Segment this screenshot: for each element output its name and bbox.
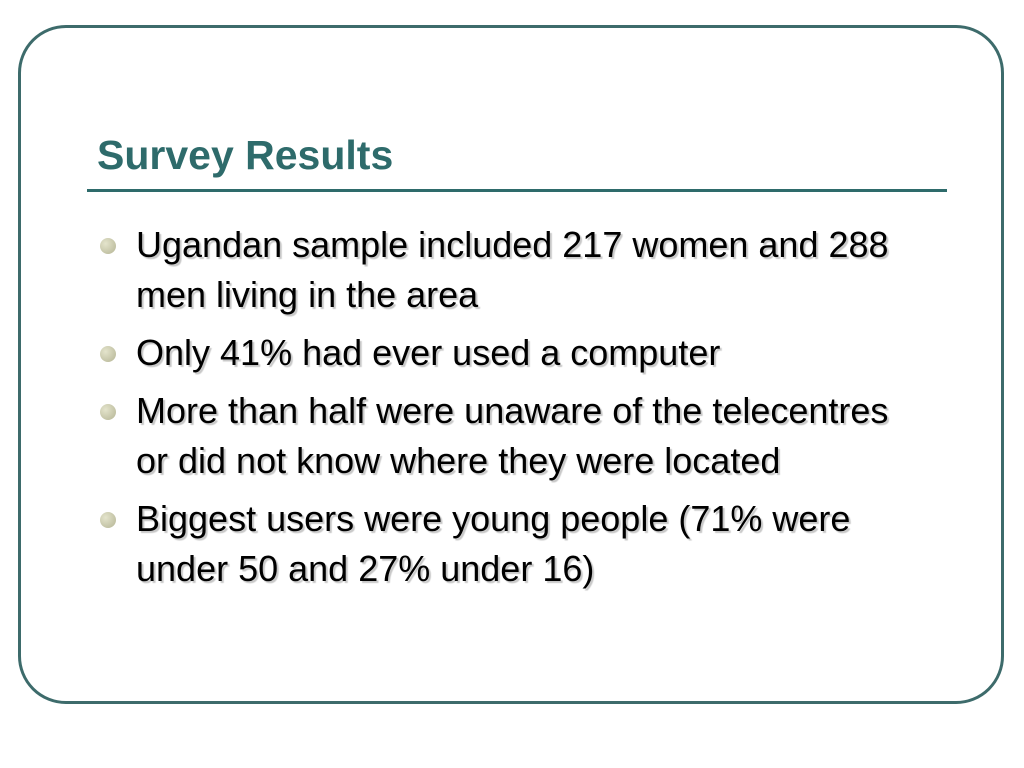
bullet-text: Only 41% had ever used a computer [136, 332, 721, 373]
bullet-list: Ugandan sample included 217 women and 28… [98, 220, 918, 602]
bullet-dot [100, 404, 116, 420]
bullet-dot [100, 346, 116, 362]
slide-frame [18, 25, 1004, 704]
bullet-item: Biggest users were young people (71% wer… [98, 494, 918, 594]
bullet-dot [100, 238, 116, 254]
bullet-item: Only 41% had ever used a computer [98, 328, 918, 378]
bullet-text: Ugandan sample included 217 women and 28… [136, 224, 889, 315]
bullet-dot [100, 512, 116, 528]
bullet-text: More than half were unaware of the telec… [136, 390, 889, 481]
title-rule [87, 189, 947, 192]
bullet-item: More than half were unaware of the telec… [98, 386, 918, 486]
bullet-text: Biggest users were young people (71% wer… [136, 498, 851, 589]
bullet-item: Ugandan sample included 217 women and 28… [98, 220, 918, 320]
slide-title: Survey Results [97, 132, 394, 178]
